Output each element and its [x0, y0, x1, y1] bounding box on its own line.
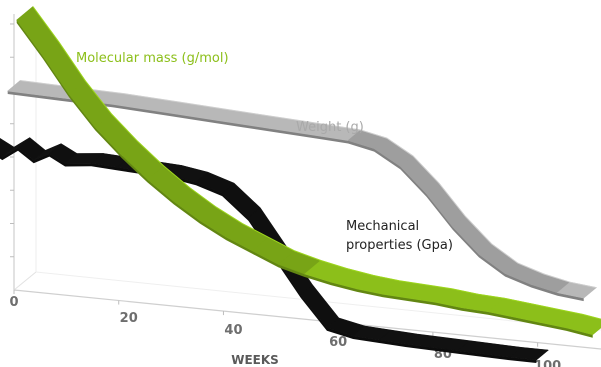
x-axis-line: [13, 289, 601, 350]
series-label-weight: Weight (g): [296, 120, 364, 135]
y-axis-depth-line: [13, 271, 37, 291]
series-edge: [0, 137, 549, 351]
x-tick-label: 20: [120, 311, 138, 326]
series-label-molecular-mass: Molecular mass (g/mol): [76, 51, 229, 66]
series-ribbon-side: [7, 91, 584, 302]
x-tick-label: 0: [9, 295, 18, 310]
series-layer: [0, 6, 601, 363]
series-edge: [20, 80, 597, 289]
x-axis-title: WEEKS: [231, 353, 279, 367]
x-tick-label: 40: [224, 323, 242, 338]
x-tick-label: 100: [534, 359, 561, 367]
series-ribbon: [16, 6, 601, 338]
series-edge: [32, 6, 601, 320]
series-label-mechanical-line2: properties (Gpa): [346, 238, 453, 253]
series-label-mechanical-line1: Mechanical: [346, 219, 419, 234]
x-tick-label: 60: [329, 335, 347, 350]
labels-layer: WEEKS Molecular mass (g/mol) Weight (g) …: [76, 51, 453, 367]
